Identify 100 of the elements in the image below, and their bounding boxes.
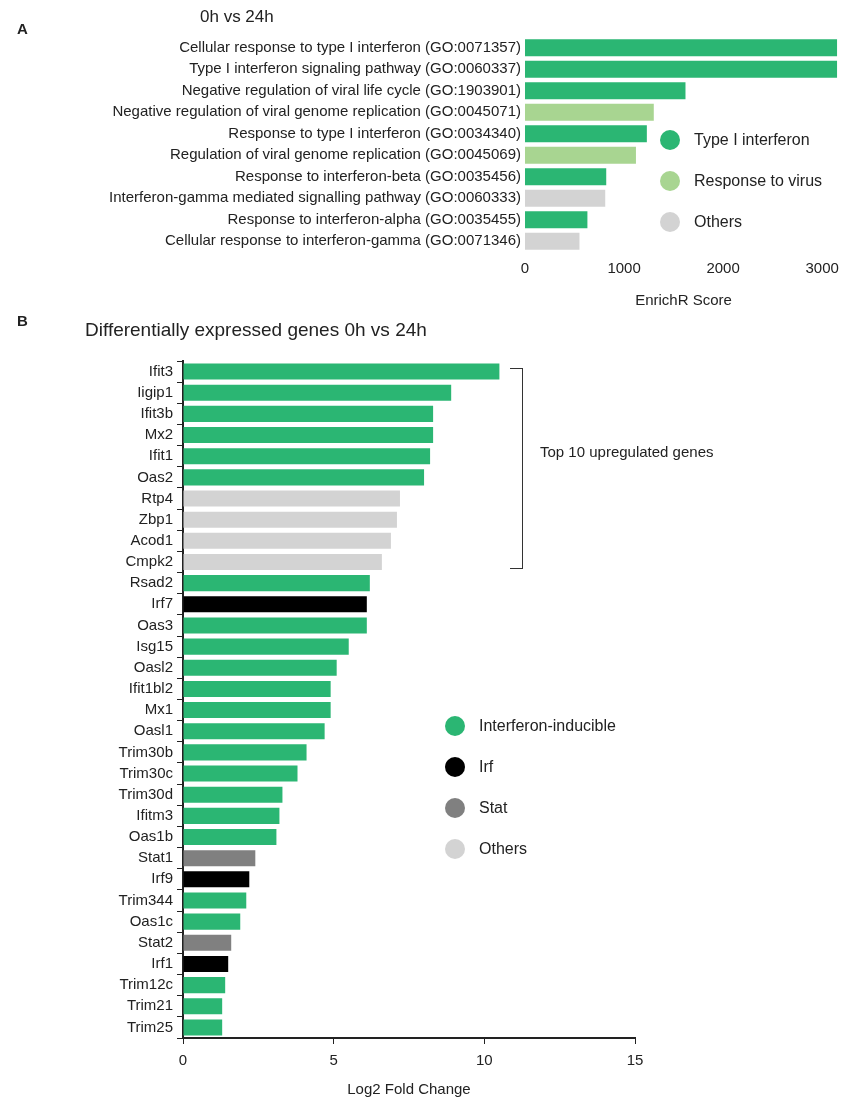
y-tick-label: Isg15 [136, 636, 173, 654]
legend-label: Type I interferon [694, 130, 810, 149]
x-tick-label: 1000 [607, 259, 641, 277]
y-tick-label: Trim30d [118, 784, 173, 802]
x-axis-title: EnrichR Score [635, 291, 732, 309]
bar [525, 39, 838, 57]
bar [183, 617, 367, 634]
bar [183, 744, 307, 761]
bar [183, 786, 283, 803]
x-tick-label: 0 [178, 1051, 188, 1069]
bar [183, 405, 434, 422]
y-tick-label: Ifit3b [140, 404, 173, 422]
y-tick-label: Mx1 [144, 700, 173, 718]
y-tick-label: Oas1c [129, 911, 174, 929]
bar [183, 384, 452, 401]
bar [183, 871, 250, 888]
y-tick-label: Rsad2 [129, 573, 173, 591]
y-tick-label: Zbp1 [138, 509, 173, 527]
y-tick-label: Trim21 [126, 996, 173, 1014]
y-tick-label: Irf7 [151, 594, 173, 612]
legend-label: Interferon-inducible [479, 716, 616, 735]
bar [525, 168, 607, 186]
y-tick-label: Response to type I interferon (GO:0034340) [228, 123, 521, 141]
bar [183, 850, 256, 867]
y-tick-label: Ifit1 [148, 446, 173, 464]
text: 0h vs 24h [200, 7, 274, 27]
y-tick-label: Ifit1bl2 [128, 679, 173, 697]
y-tick-label: Trim30c [119, 763, 174, 781]
x-tick-label: 5 [329, 1051, 338, 1069]
y-tick-label: Response to interferon-beta (GO:0035456) [234, 166, 521, 184]
y-tick-label: Irf9 [151, 869, 173, 887]
bar [183, 680, 331, 697]
y-tick-label: Cellular response to type I interferon (GO:0071357) [179, 37, 521, 55]
bar [183, 934, 232, 951]
x-tick-label: 2000 [706, 259, 740, 277]
bar [183, 448, 431, 465]
legend-label: Others [479, 839, 528, 858]
bar [183, 553, 382, 571]
bar [183, 1019, 223, 1036]
x-tick-label: 0 [520, 259, 530, 277]
legend-label: Others [694, 212, 743, 231]
bar [525, 82, 686, 100]
x-tick-label: 3000 [805, 259, 839, 277]
bar [183, 427, 434, 444]
bar [183, 702, 331, 719]
y-tick-label: Acod1 [130, 530, 173, 548]
bar [525, 211, 588, 229]
chart-title: Differentially expressed genes 0h vs 24h [85, 319, 427, 341]
y-tick-label: Trim30b [118, 742, 173, 760]
bar [183, 998, 223, 1015]
bar [183, 532, 391, 549]
y-tick-label: Cmpk2 [125, 552, 173, 570]
legend-label: Stat [479, 798, 508, 817]
bar [183, 490, 400, 507]
y-tick-label: Negative regulation of viral life cycle (GO:1903901) [181, 80, 521, 98]
y-tick-label: Stat1 [137, 848, 173, 866]
y-tick-label: Cellular response to interferon-gamma (GO:0071346) [164, 231, 521, 249]
y-tick-label: Negative regulation of viral genome replication (GO:0045071) [112, 102, 521, 120]
bar [183, 575, 370, 592]
bar [183, 892, 247, 909]
bar [183, 913, 241, 930]
y-tick-label: Response to interferon-alpha (GO:0035455) [227, 209, 521, 227]
y-tick-label: Stat2 [137, 932, 173, 950]
y-tick-label: Trim344 [118, 890, 173, 908]
y-tick-label: Trim12c [119, 975, 174, 993]
text: A [17, 20, 28, 37]
y-tick-label: Irf1 [151, 954, 173, 972]
bar [525, 146, 636, 164]
y-tick-label: Ifitm3 [136, 806, 173, 823]
y-tick-label: Mx2 [144, 425, 173, 443]
bar [525, 60, 838, 78]
bar [183, 955, 229, 972]
bar [183, 469, 425, 486]
bar [183, 363, 500, 380]
legend-label: Irf [479, 757, 494, 776]
bar [183, 596, 367, 613]
y-tick-label: Regulation of viral genome replication (GO:0045069) [169, 145, 521, 163]
bar [183, 511, 397, 528]
x-tick-label: 15 [626, 1051, 644, 1069]
x-tick-label: 10 [475, 1051, 493, 1069]
y-tick-label: Iigip1 [137, 382, 173, 400]
bar [525, 189, 606, 207]
y-tick-label: Oasl2 [133, 657, 173, 675]
x-axis-title: Log2 Fold Change [347, 1080, 471, 1098]
y-tick-label: Trim25 [126, 1017, 173, 1035]
y-tick-label: Oas3 [137, 615, 173, 633]
y-tick-label: Oas2 [137, 467, 173, 485]
y-tick-label: Ifit3 [148, 361, 173, 379]
bar [525, 125, 647, 143]
bar [525, 103, 654, 121]
y-tick-label: Interferon-gamma mediated signalling pathway (GO:0060333) [109, 188, 521, 206]
bar [525, 232, 580, 250]
bar [183, 638, 349, 655]
bar [183, 659, 337, 676]
bar [183, 723, 325, 740]
bar [183, 977, 226, 994]
bar [183, 807, 280, 824]
text: B [17, 312, 28, 329]
legend-label: Response to virus [694, 171, 823, 190]
y-tick-label: Rtp4 [141, 488, 173, 506]
